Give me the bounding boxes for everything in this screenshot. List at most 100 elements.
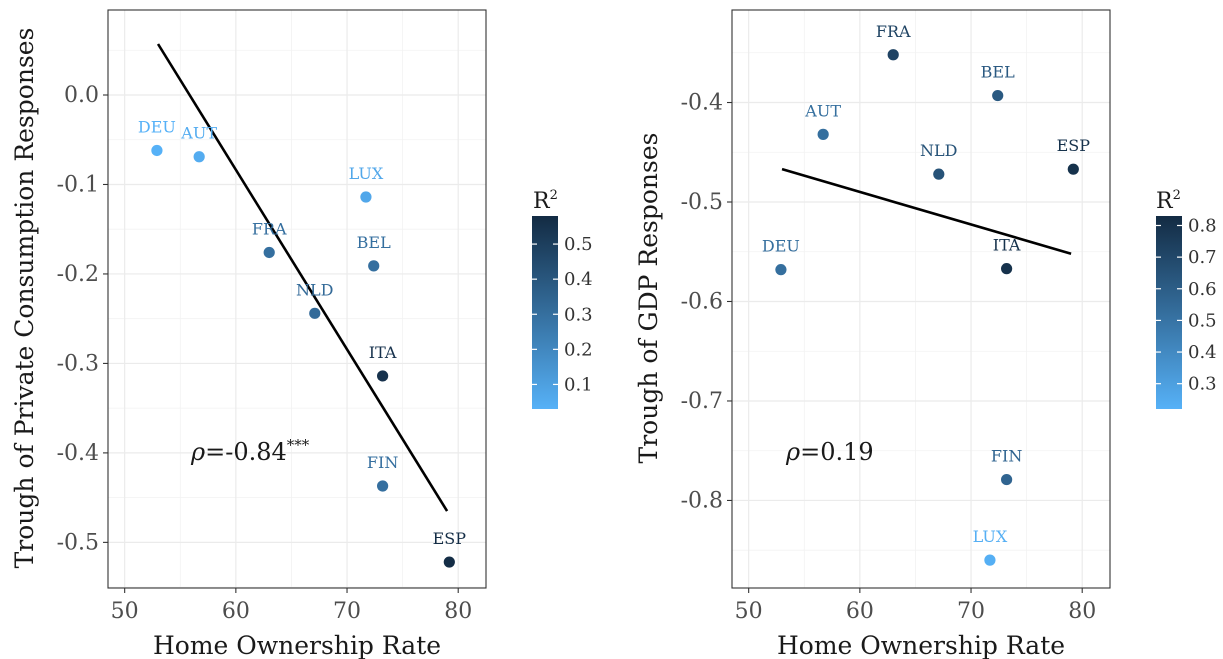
consumption-y-tick-label: -0.2 bbox=[57, 262, 99, 287]
gdp-point-label-aut: AUT bbox=[804, 101, 841, 120]
consumption-colorbar-tick-label: 0.5 bbox=[564, 234, 593, 255]
consumption-points bbox=[151, 144, 455, 568]
consumption-correlation-annotation: ρ=-0.84*** bbox=[190, 436, 310, 466]
consumption-y-tick-label: -0.5 bbox=[57, 530, 99, 555]
consumption-plot-border bbox=[107, 9, 487, 589]
rho-significance: *** bbox=[287, 436, 310, 454]
gdp-point-label-ita: ITA bbox=[993, 236, 1021, 255]
consumption-colorbar-tick-label: 0.3 bbox=[564, 304, 593, 325]
consumption-point-labels: DEU AUT LUX FRA BEL NLD ITA FIN ESP bbox=[138, 117, 466, 548]
consumption-point-bel bbox=[368, 260, 380, 272]
gdp-y-tick-label: -0.7 bbox=[681, 389, 723, 414]
rho-symbol: ρ bbox=[190, 438, 205, 466]
gdp-x-ticks: 50 60 70 80 bbox=[735, 588, 1096, 624]
gdp-point-label-fra: FRA bbox=[876, 22, 911, 41]
gdp-colorbar-tick-label: 0.7 bbox=[1188, 247, 1217, 268]
consumption-point-label-lux: LUX bbox=[349, 164, 384, 183]
gdp-colorbar-tick-label: 0.6 bbox=[1188, 279, 1217, 300]
consumption-x-tick-label: 80 bbox=[444, 599, 472, 624]
gdp-point-fra bbox=[887, 49, 899, 61]
consumption-y-tick-label: -0.4 bbox=[57, 441, 99, 466]
consumption-colorbar-tick-label: 0.1 bbox=[564, 374, 593, 395]
legend-title-text: R bbox=[533, 189, 551, 214]
gdp-x-tick-label: 50 bbox=[735, 599, 763, 624]
consumption-point-lux bbox=[360, 191, 372, 203]
gdp-point-lux bbox=[984, 554, 996, 566]
consumption-x-tick-label: 70 bbox=[333, 599, 361, 624]
gdp-y-ticks: -0.4 -0.5 -0.6 -0.7 -0.8 bbox=[681, 91, 732, 513]
rho-value: =-0.84 bbox=[205, 438, 287, 466]
consumption-point-deu bbox=[151, 144, 163, 157]
consumption-colorbar bbox=[532, 216, 558, 409]
gdp-x-tick-label: 70 bbox=[957, 599, 985, 624]
gdp-point-label-lux: LUX bbox=[973, 527, 1008, 546]
consumption-x-axis-title: Home Ownership Rate bbox=[153, 631, 441, 659]
gdp-y-tick-label: -0.6 bbox=[681, 289, 723, 314]
gdp-point-nld bbox=[933, 168, 945, 180]
consumption-point-label-fra: FRA bbox=[252, 219, 287, 238]
gdp-point-bel bbox=[992, 89, 1004, 102]
gdp-trend-line bbox=[781, 167, 1072, 255]
consumption-point-fra bbox=[263, 246, 275, 259]
gdp-x-tick-label: 80 bbox=[1068, 599, 1096, 624]
gdp-point-aut bbox=[817, 128, 829, 140]
gdp-point-fin bbox=[1001, 473, 1013, 486]
consumption-point-aut bbox=[193, 151, 205, 163]
consumption-point-label-nld: NLD bbox=[296, 280, 333, 299]
gdp-point-label-esp: ESP bbox=[1057, 136, 1091, 155]
legend-title-sup: 2 bbox=[1173, 188, 1181, 203]
gdp-panel: -0.4 -0.5 -0.6 -0.7 -0.8 50 60 70 80 FRA BEL AUT N… bbox=[634, 9, 1217, 659]
consumption-point-label-esp: ESP bbox=[433, 529, 467, 548]
gdp-point-esp bbox=[1067, 163, 1079, 175]
gdp-y-axis-title: Trough of GDP Responses bbox=[634, 133, 663, 464]
consumption-point-ita bbox=[377, 370, 389, 382]
gdp-point-label-deu: DEU bbox=[762, 237, 800, 256]
consumption-point-label-bel: BEL bbox=[357, 233, 391, 252]
consumption-r2-legend: R2 0.1 0.2 0.3 0.4 0.5 bbox=[532, 188, 593, 409]
consumption-point-fin bbox=[377, 480, 389, 492]
consumption-plot-background bbox=[108, 10, 486, 588]
consumption-point-esp bbox=[443, 556, 455, 568]
gdp-r2-legend: R2 0.3 0.4 0.5 0.6 0.7 0.8 bbox=[1156, 188, 1217, 409]
gdp-colorbar-tick-label: 0.8 bbox=[1188, 215, 1217, 236]
gdp-colorbar-tick-label: 0.3 bbox=[1188, 374, 1217, 395]
gdp-points bbox=[775, 49, 1079, 566]
gdp-colorbar-tick-label: 0.4 bbox=[1188, 342, 1217, 363]
consumption-x-ticks: 50 60 70 80 bbox=[111, 588, 472, 624]
consumption-colorbar-tick-label: 0.2 bbox=[564, 339, 593, 360]
consumption-colorbar-ticks: 0.1 0.2 0.3 0.4 0.5 bbox=[532, 234, 593, 395]
gdp-colorbar-tick-label: 0.5 bbox=[1188, 310, 1217, 331]
consumption-point-nld bbox=[309, 307, 321, 319]
gdp-y-tick-label: -0.4 bbox=[681, 91, 723, 116]
consumption-y-tick-label: -0.3 bbox=[57, 351, 99, 376]
legend-title-sup: 2 bbox=[550, 188, 558, 203]
gdp-plot-background bbox=[732, 10, 1110, 588]
gdp-point-label-fin: FIN bbox=[991, 447, 1022, 466]
consumption-y-ticks: 0.0 -0.1 -0.2 -0.3 -0.4 -0.5 bbox=[57, 83, 108, 555]
gdp-point-ita bbox=[1001, 263, 1013, 275]
consumption-colorbar-tick-label: 0.4 bbox=[564, 269, 593, 290]
consumption-point-label-ita: ITA bbox=[369, 343, 397, 362]
consumption-point-label-aut: AUT bbox=[180, 124, 217, 143]
consumption-point-label-fin: FIN bbox=[367, 453, 398, 472]
rho-value: =0.19 bbox=[800, 438, 874, 466]
gdp-colorbar bbox=[1156, 216, 1182, 409]
gdp-y-tick-label: -0.5 bbox=[681, 190, 723, 215]
rho-symbol: ρ bbox=[785, 438, 800, 466]
consumption-y-tick-label: -0.1 bbox=[57, 172, 99, 197]
gdp-point-label-nld: NLD bbox=[920, 141, 957, 160]
gdp-point-labels: FRA BEL AUT NLD ESP DEU ITA FIN LUX bbox=[762, 22, 1090, 546]
legend-title-text: R bbox=[1156, 189, 1174, 214]
consumption-trend-line bbox=[156, 43, 449, 512]
legend-title: R2 bbox=[1156, 188, 1181, 214]
gdp-x-tick-label: 60 bbox=[846, 599, 874, 624]
gdp-correlation-annotation: ρ=0.19 bbox=[785, 438, 874, 466]
legend-title: R2 bbox=[533, 188, 558, 214]
consumption-y-tick-label: 0.0 bbox=[64, 83, 99, 108]
consumption-x-tick-label: 60 bbox=[222, 599, 250, 624]
consumption-panel: 0.0 -0.1 -0.2 -0.3 -0.4 -0.5 50 60 70 80 DEU AUT L… bbox=[10, 9, 593, 659]
consumption-x-tick-label: 50 bbox=[111, 599, 139, 624]
consumption-gridlines bbox=[108, 10, 486, 588]
gdp-y-tick-label: -0.8 bbox=[681, 488, 723, 513]
gdp-point-label-bel: BEL bbox=[981, 63, 1015, 82]
